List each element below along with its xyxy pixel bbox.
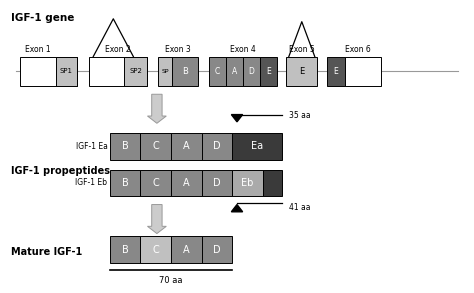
Text: C: C: [152, 142, 159, 151]
Bar: [232, 133, 282, 160]
FancyArrow shape: [147, 205, 166, 234]
Text: SP1: SP1: [60, 68, 73, 74]
Text: A: A: [183, 245, 190, 255]
Text: IGF-1 gene: IGF-1 gene: [11, 13, 74, 23]
Text: E: E: [299, 67, 304, 76]
Text: Exon 3: Exon 3: [165, 45, 191, 54]
Text: Exon 6: Exon 6: [346, 45, 371, 54]
Text: SP: SP: [161, 69, 169, 74]
Text: B: B: [182, 67, 188, 76]
Text: D: D: [213, 245, 221, 255]
Bar: [110, 133, 140, 160]
Bar: [201, 133, 232, 160]
Text: A: A: [183, 142, 190, 151]
Bar: [140, 170, 171, 196]
Bar: [171, 170, 201, 196]
Bar: [286, 57, 317, 86]
FancyArrow shape: [147, 94, 166, 123]
Text: IGF-1 Ea: IGF-1 Ea: [75, 142, 108, 151]
Bar: [327, 57, 346, 86]
Bar: [140, 236, 171, 263]
Text: 41 aa: 41 aa: [289, 203, 310, 212]
Bar: [124, 57, 147, 86]
Bar: [171, 236, 201, 263]
Text: D: D: [213, 178, 221, 188]
Text: IGF-1 Eb: IGF-1 Eb: [75, 178, 108, 187]
Text: IGF-1 propeptides: IGF-1 propeptides: [11, 166, 110, 176]
Bar: [158, 57, 172, 86]
Polygon shape: [231, 205, 243, 212]
Bar: [110, 170, 140, 196]
Bar: [171, 133, 201, 160]
Bar: [201, 170, 232, 196]
Text: Exon 2: Exon 2: [105, 45, 131, 54]
Text: B: B: [122, 245, 128, 255]
Text: E: E: [334, 67, 338, 76]
Text: D: D: [248, 67, 255, 76]
Bar: [232, 170, 263, 196]
Bar: [243, 57, 260, 86]
Text: Ea: Ea: [251, 142, 263, 151]
Text: 35 aa: 35 aa: [289, 111, 310, 120]
Text: Eb: Eb: [241, 178, 254, 188]
Text: C: C: [152, 245, 159, 255]
Text: SP2: SP2: [129, 68, 142, 74]
Bar: [201, 236, 232, 263]
Text: B: B: [122, 142, 128, 151]
Text: E: E: [266, 67, 271, 76]
Bar: [140, 133, 171, 160]
Polygon shape: [231, 115, 243, 122]
Text: Mature IGF-1: Mature IGF-1: [11, 247, 82, 258]
Text: B: B: [122, 178, 128, 188]
Bar: [89, 57, 147, 86]
Bar: [346, 57, 381, 86]
Bar: [110, 236, 140, 263]
Text: 70 aa: 70 aa: [159, 275, 183, 285]
Text: A: A: [183, 178, 190, 188]
Bar: [172, 57, 198, 86]
Bar: [226, 57, 243, 86]
Bar: [55, 57, 77, 86]
Bar: [260, 57, 277, 86]
Text: Exon 5: Exon 5: [289, 45, 315, 54]
Text: D: D: [213, 142, 221, 151]
Text: Exon 4: Exon 4: [230, 45, 256, 54]
Bar: [209, 57, 226, 86]
Bar: [263, 170, 282, 196]
Bar: [20, 57, 77, 86]
Text: C: C: [152, 178, 159, 188]
Text: C: C: [215, 67, 220, 76]
Text: Exon 1: Exon 1: [25, 45, 51, 54]
Text: A: A: [232, 67, 237, 76]
